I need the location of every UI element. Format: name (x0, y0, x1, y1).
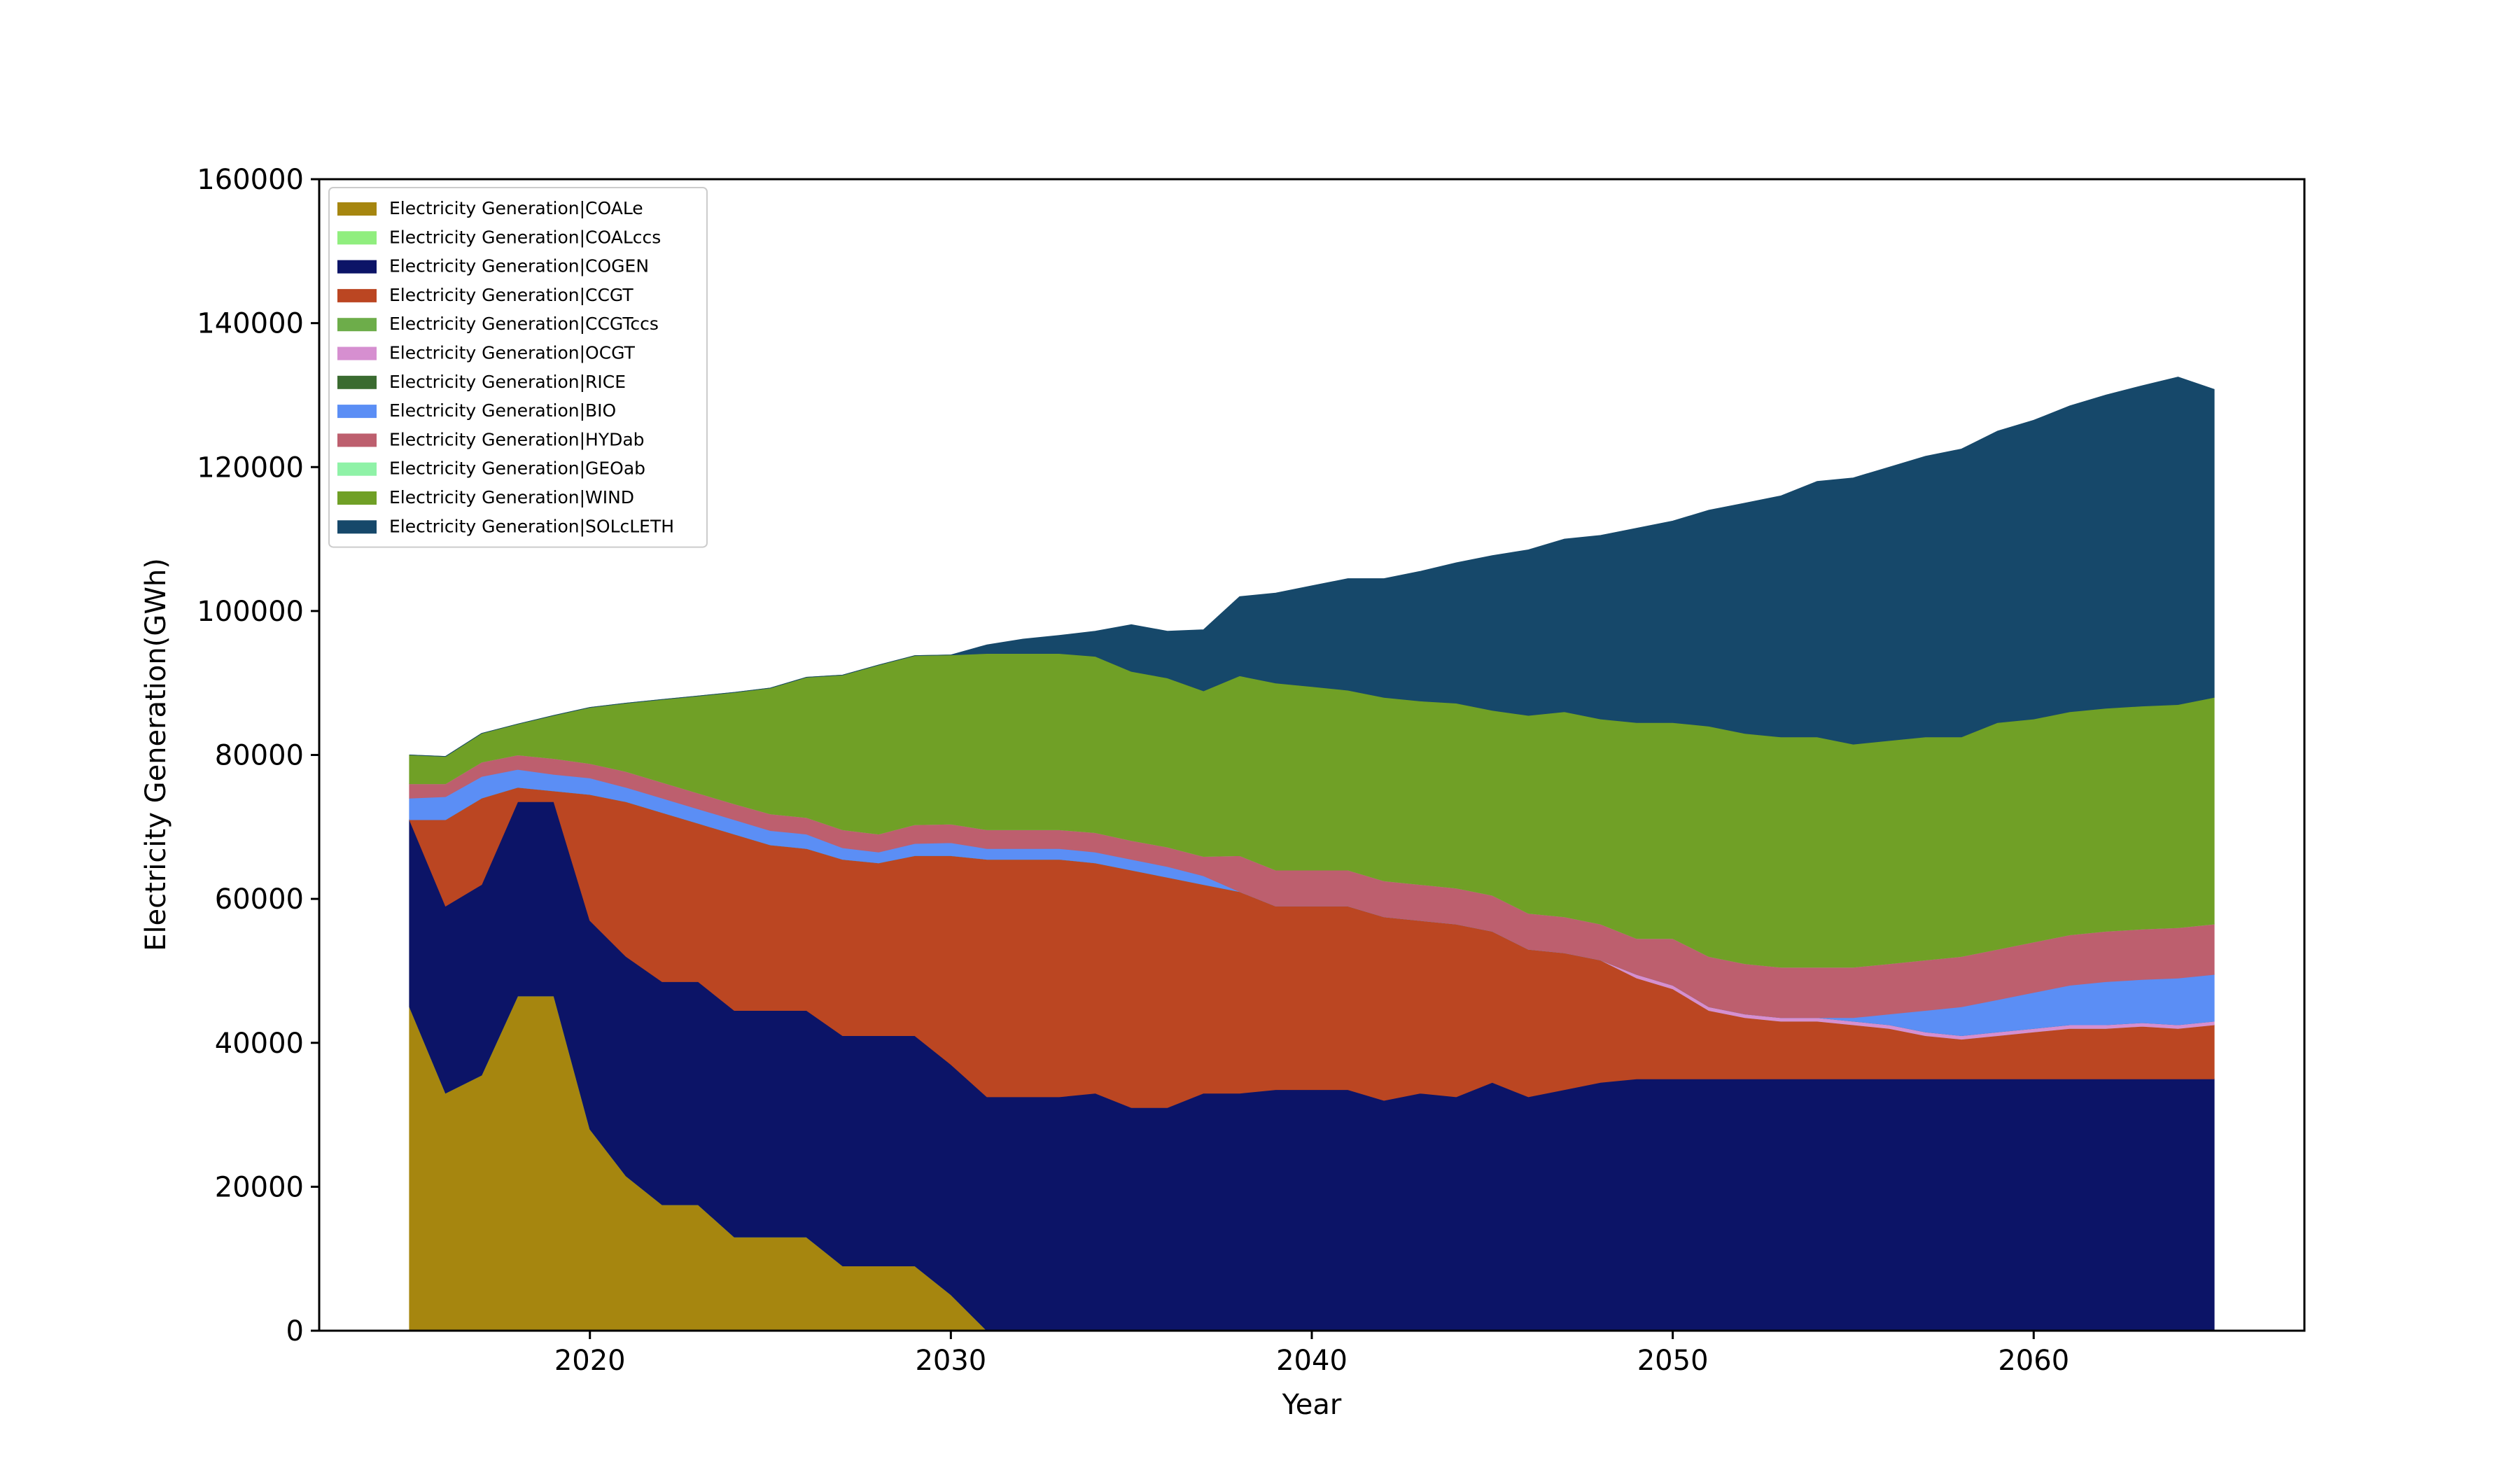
legend-label-cogen: Electricity Generation|COGEN (389, 256, 649, 276)
x-tick-label: 2050 (1637, 1345, 1709, 1377)
legend-label-solcleth: Electricity Generation|SOLcLETH (389, 516, 674, 536)
legend-swatch-coale (337, 202, 377, 216)
legend: Electricity Generation|COALe Electricity … (328, 187, 708, 548)
legend-swatch-ocgt (337, 346, 377, 360)
legend-swatch-rice (337, 375, 377, 389)
y-tick-label: 100000 (197, 596, 304, 628)
y-tick-label: 160000 (197, 164, 304, 196)
y-tick-label: 140000 (197, 308, 304, 340)
legend-label-ccgtccs: Electricity Generation|CCGTccs (389, 314, 659, 334)
legend-label-rice: Electricity Generation|RICE (389, 372, 626, 392)
x-tick-label: 2060 (1998, 1345, 2069, 1377)
y-tick-label: 0 (286, 1315, 304, 1348)
y-tick-label: 40000 (215, 1028, 304, 1060)
legend-swatch-cogen (337, 260, 377, 274)
legend-label-coale: Electricity Generation|COALe (389, 198, 643, 218)
x-tick-label: 2020 (554, 1345, 626, 1377)
legend-label-bio: Electricity Generation|BIO (389, 400, 616, 421)
legend-label-wind: Electricity Generation|WIND (389, 487, 634, 507)
y-tick-label: 120000 (197, 451, 304, 484)
legend-swatch-hydab (337, 433, 377, 447)
legend-label-ccgt: Electricity Generation|CCGT (389, 285, 634, 305)
x-axis-label: Year (1282, 1389, 1342, 1421)
y-tick-label: 80000 (215, 740, 304, 772)
x-tick-label: 2040 (1276, 1345, 1348, 1377)
legend-frame (328, 187, 708, 548)
legend-swatch-ccgtccs (337, 318, 377, 332)
legend-swatch-coalccs (337, 231, 377, 245)
legend-swatch-geoab (337, 462, 377, 476)
area-series-group (409, 377, 2215, 1331)
y-axis: 0 20000 40000 60000 80000 100000 120000 140000 1… (197, 164, 319, 1348)
x-tick-label: 2030 (915, 1345, 986, 1377)
y-axis-label: Electricity Generation(GWh) (140, 558, 172, 951)
legend-swatch-ccgt (337, 288, 377, 302)
legend-swatch-wind (337, 491, 377, 505)
legend-label-hydab: Electricity Generation|HYDab (389, 429, 645, 449)
legend-label-coalccs: Electricity Generation|COALccs (389, 227, 661, 247)
area-solcleth (409, 377, 2215, 757)
legend-label-geoab: Electricity Generation|GEOab (389, 458, 645, 479)
y-tick-label: 20000 (215, 1171, 304, 1203)
y-tick-label: 60000 (215, 883, 304, 916)
x-axis: 2020 2030 2040 2050 2060 (554, 1331, 2069, 1377)
legend-swatch-solcleth (337, 520, 377, 534)
legend-label-ocgt: Electricity Generation|OCGT (389, 343, 636, 363)
legend-swatch-bio (337, 405, 377, 419)
